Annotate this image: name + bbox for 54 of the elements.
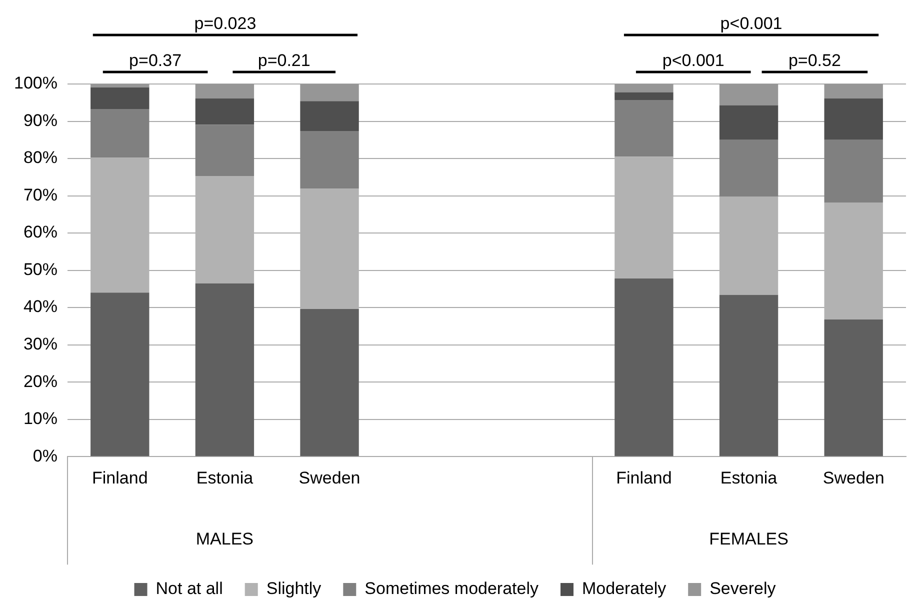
text: FEMALES <box>709 530 788 549</box>
bar <box>90 292 150 456</box>
y-tick-label: 10% <box>23 409 58 428</box>
x-tick-label: Estonia <box>196 468 254 488</box>
bar <box>90 84 150 88</box>
y-tick-label: 30% <box>23 334 58 354</box>
text: p<0.001 <box>662 51 724 70</box>
x-tick-label: Estonia <box>720 468 778 488</box>
y-tick-label: 20% <box>23 372 58 391</box>
x-tick-label: Finland <box>616 468 672 488</box>
y-tick-label: 100% <box>14 74 58 93</box>
x-tick-label: Sweden <box>298 468 360 488</box>
bar <box>300 130 359 189</box>
bar <box>195 124 254 176</box>
legend-label: Sometimes moderately <box>364 579 539 598</box>
text: p=0.52 <box>788 51 841 70</box>
y-tick-label: 80% <box>23 148 58 168</box>
bar <box>824 98 883 140</box>
legend-label: Not at all <box>156 579 223 598</box>
bar <box>195 98 254 125</box>
bar <box>719 294 778 456</box>
bar <box>300 309 359 456</box>
y-tick-label: 0% <box>32 446 58 466</box>
bar <box>614 278 674 456</box>
bar <box>719 105 778 140</box>
text: p=0.023 <box>194 14 256 33</box>
bar <box>824 84 883 99</box>
bar <box>195 283 254 456</box>
x-tick-label: Finland <box>92 468 148 488</box>
text: MALES <box>196 530 254 549</box>
bar <box>90 108 150 158</box>
y-tick-label: 70% <box>23 185 58 204</box>
text: p=0.37 <box>129 51 182 70</box>
bar <box>824 140 883 202</box>
y-tick-label: 40% <box>23 297 58 316</box>
bar <box>614 84 674 92</box>
text: p=0.21 <box>258 51 310 70</box>
bar <box>614 100 674 157</box>
bar <box>195 84 254 99</box>
bar <box>614 92 674 100</box>
bar <box>300 84 359 102</box>
legend-label: Severely <box>710 579 776 598</box>
x-tick-label: Sweden <box>822 468 884 488</box>
bar <box>90 87 150 109</box>
bar <box>300 101 359 131</box>
bar <box>719 140 778 197</box>
bar <box>824 319 883 456</box>
legend-label: Slightly <box>266 579 322 598</box>
bar <box>719 84 778 106</box>
text: p<0.001 <box>720 14 782 33</box>
legend-label: Moderately <box>582 579 667 598</box>
y-tick-label: 90% <box>23 110 58 130</box>
y-tick-label: 60% <box>23 222 58 242</box>
y-tick-label: 50% <box>23 260 58 279</box>
